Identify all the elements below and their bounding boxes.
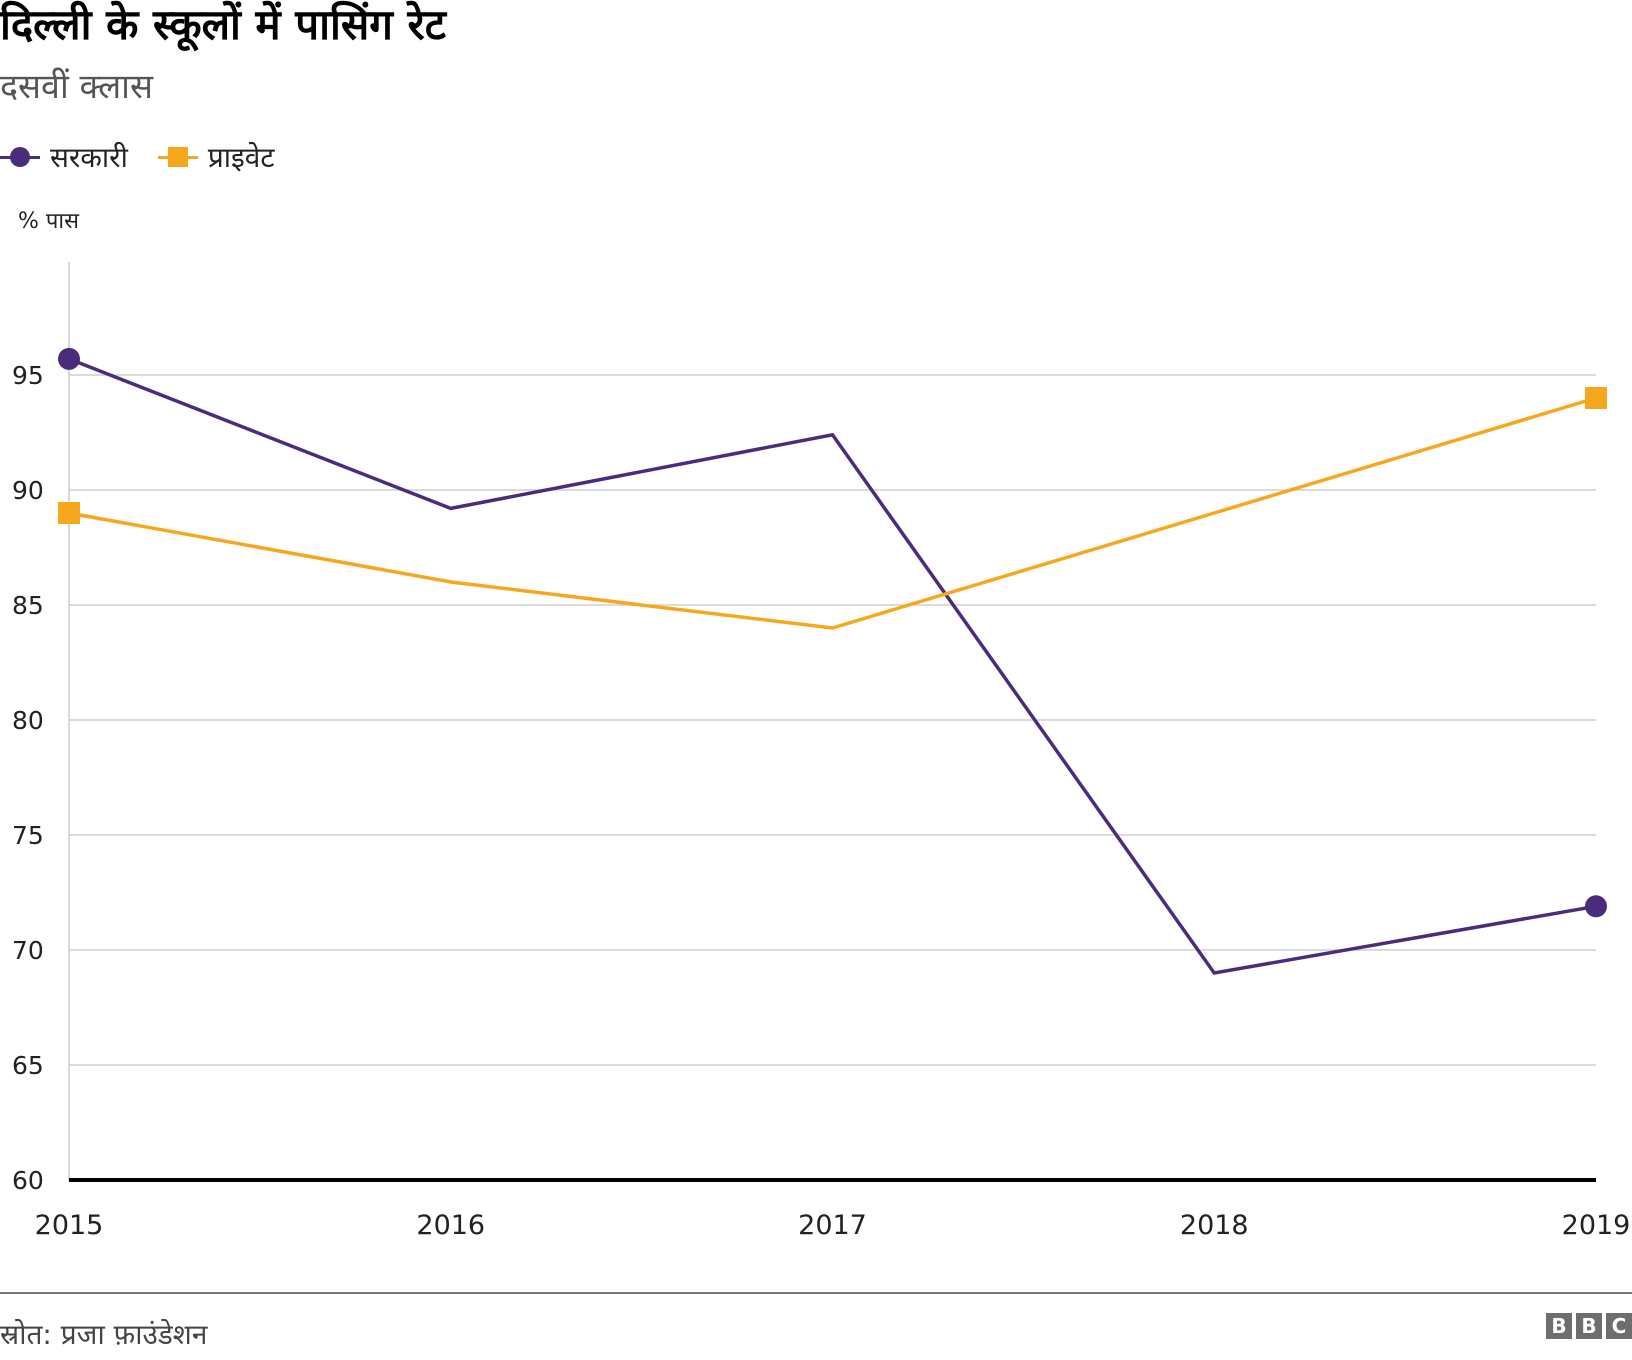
series-line	[68, 357, 1597, 975]
y-tick-label: 95	[12, 361, 44, 390]
y-tick-label: 90	[12, 476, 44, 505]
x-tick-label: 2015	[35, 1210, 104, 1241]
data-point	[58, 502, 80, 524]
line-chart: 60 65 70 75 80 85 90 95 2015 2016 2017 2018 2019	[12, 262, 1631, 1241]
source-note: स्रोत: प्रजा फ़ाउंडेशन	[0, 1318, 208, 1351]
y-tick-label: 75	[12, 821, 44, 850]
y-tick-label: 65	[12, 1051, 44, 1080]
x-tick-label: 2018	[1180, 1210, 1249, 1241]
legend-item-government: सरकारी	[0, 138, 128, 176]
y-axis-label: % पास	[18, 209, 79, 234]
legend-item-private: प्राइवेट	[157, 138, 275, 176]
x-tick-label: 2019	[1562, 1210, 1631, 1241]
legend: सरकारी प्राइवेट	[0, 138, 304, 176]
chart-subtitle: दसवीं क्लास	[0, 67, 153, 107]
chart-title: दिल्ली के स्कूलों में पासिंग रेट	[0, 0, 446, 49]
legend-label: प्राइवेट	[207, 141, 275, 174]
y-tick-label: 85	[12, 591, 44, 620]
y-tick-label: 70	[12, 936, 44, 965]
data-point	[1585, 895, 1607, 918]
y-tick-label: 80	[12, 706, 44, 735]
data-point	[1585, 387, 1607, 409]
series-line	[68, 396, 1597, 630]
square-marker-icon	[157, 145, 198, 169]
footer-divider	[0, 1292, 1632, 1294]
circle-marker-icon	[0, 145, 40, 169]
x-tick-label: 2016	[416, 1210, 485, 1241]
data-point	[58, 347, 80, 370]
y-tick-label: 60	[12, 1166, 44, 1195]
legend-label: सरकारी	[50, 141, 128, 174]
x-tick-label: 2017	[798, 1210, 867, 1241]
